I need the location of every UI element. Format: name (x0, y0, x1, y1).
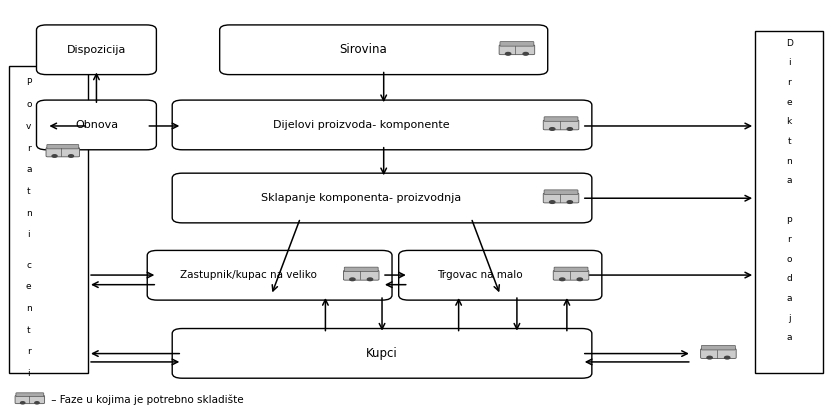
Text: – Faze u kojima je potrebno skladište: – Faze u kojima je potrebno skladište (48, 394, 244, 405)
Text: i: i (788, 58, 791, 67)
Circle shape (68, 155, 73, 157)
FancyBboxPatch shape (148, 251, 392, 300)
Circle shape (567, 128, 572, 130)
Text: a: a (26, 166, 32, 174)
Circle shape (523, 52, 529, 55)
Text: o: o (786, 255, 792, 264)
FancyBboxPatch shape (500, 41, 534, 46)
Circle shape (550, 201, 555, 203)
Text: a: a (786, 294, 792, 303)
Text: P: P (26, 78, 32, 88)
FancyBboxPatch shape (47, 145, 78, 149)
Text: D: D (786, 39, 792, 48)
FancyBboxPatch shape (499, 45, 535, 54)
Text: n: n (26, 209, 32, 218)
FancyBboxPatch shape (399, 251, 602, 300)
FancyBboxPatch shape (15, 396, 44, 403)
FancyBboxPatch shape (344, 267, 378, 272)
Text: Sklapanje komponenta- proizvodnja: Sklapanje komponenta- proizvodnja (261, 193, 461, 203)
Circle shape (577, 278, 582, 281)
FancyBboxPatch shape (544, 117, 578, 122)
FancyBboxPatch shape (543, 193, 579, 203)
Text: t: t (27, 187, 31, 196)
Text: t: t (787, 137, 791, 146)
FancyBboxPatch shape (46, 147, 79, 157)
Text: r: r (27, 144, 31, 153)
Circle shape (707, 356, 712, 359)
FancyBboxPatch shape (16, 393, 43, 397)
Circle shape (505, 52, 510, 55)
Text: n: n (786, 157, 792, 166)
Text: p: p (786, 215, 792, 225)
Text: Sirovina: Sirovina (339, 43, 387, 56)
FancyBboxPatch shape (219, 25, 548, 75)
Circle shape (21, 402, 25, 404)
Text: e: e (26, 282, 32, 291)
Text: Zastupnik/kupac na veliko: Zastupnik/kupac na veliko (180, 270, 317, 280)
Text: c: c (27, 261, 32, 269)
Text: i: i (28, 230, 30, 240)
Bar (755, 31, 823, 373)
Text: r: r (27, 347, 31, 357)
Circle shape (725, 356, 730, 359)
Text: Kupci: Kupci (366, 347, 398, 360)
FancyBboxPatch shape (172, 100, 592, 150)
Text: n: n (26, 304, 32, 313)
Text: a: a (786, 176, 792, 185)
Text: t: t (27, 326, 31, 335)
Text: Obnova: Obnova (75, 120, 118, 130)
FancyBboxPatch shape (553, 270, 589, 280)
Text: a: a (786, 333, 792, 342)
Text: e: e (786, 98, 792, 107)
Text: o: o (26, 100, 32, 109)
Circle shape (550, 128, 555, 130)
Text: k: k (786, 117, 791, 126)
Text: v: v (26, 122, 32, 131)
Text: Dispozicija: Dispozicija (67, 45, 126, 55)
Circle shape (560, 278, 565, 281)
FancyBboxPatch shape (37, 100, 157, 150)
Circle shape (567, 201, 572, 203)
Text: j: j (788, 313, 791, 323)
FancyBboxPatch shape (344, 270, 379, 280)
Text: d: d (786, 274, 792, 283)
Text: r: r (787, 235, 791, 244)
FancyBboxPatch shape (701, 345, 736, 350)
FancyBboxPatch shape (172, 328, 592, 378)
Text: Dijelovi proizvoda- komponente: Dijelovi proizvoda- komponente (273, 120, 450, 130)
Text: i: i (28, 369, 30, 378)
Text: r: r (787, 78, 791, 87)
Text: Trgovac na malo: Trgovac na malo (437, 270, 522, 280)
FancyBboxPatch shape (543, 120, 579, 130)
Circle shape (52, 155, 57, 157)
FancyBboxPatch shape (172, 173, 592, 223)
Bar (9, 66, 88, 373)
Circle shape (349, 278, 355, 281)
FancyBboxPatch shape (544, 190, 578, 194)
Circle shape (35, 402, 39, 404)
Circle shape (367, 278, 373, 281)
FancyBboxPatch shape (701, 349, 736, 358)
FancyBboxPatch shape (554, 267, 588, 272)
FancyBboxPatch shape (37, 25, 157, 75)
